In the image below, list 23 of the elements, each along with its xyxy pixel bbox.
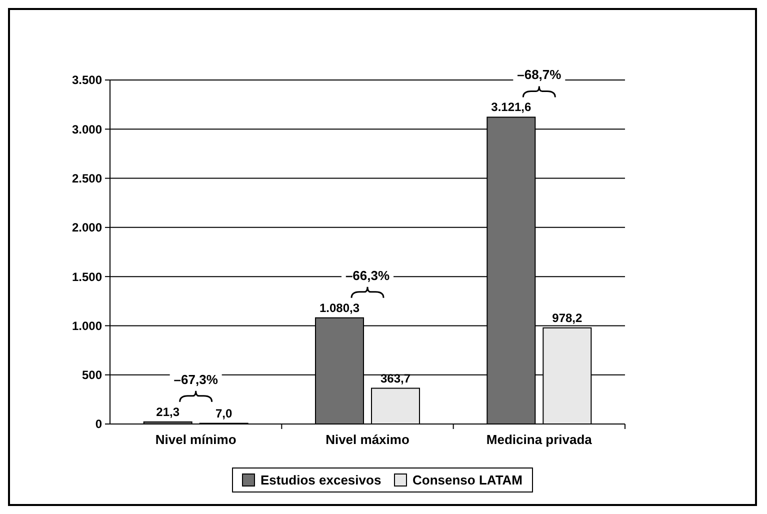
y-tick-label: 3.500 (72, 73, 102, 88)
legend-label: Estudios excesivos (260, 472, 382, 488)
legend-label: Consenso LATAM (412, 472, 523, 488)
data-label: 21,3 (156, 404, 180, 419)
annotation: –67,3% (174, 372, 218, 387)
annotation: –66,3% (345, 268, 390, 283)
annotation: –68,7% (517, 67, 562, 82)
y-tick-label: 1.500 (72, 270, 102, 284)
data-label: 7,0 (215, 406, 232, 420)
x-tick-label: Nivel máximo (326, 432, 410, 447)
y-tick-label: 1.000 (72, 318, 102, 333)
bar (143, 421, 192, 424)
data-label: 3.121,6 (491, 100, 532, 114)
bar (371, 388, 420, 424)
y-tick-label: 0 (95, 417, 102, 432)
y-tick-label: 500 (82, 368, 102, 382)
y-tick-label: 2.500 (72, 171, 102, 186)
data-label: 1.080,3 (319, 300, 360, 315)
data-label: 978,2 (552, 310, 583, 325)
x-tick-label: Medicina privada (486, 432, 593, 447)
y-tick-label: 3.000 (72, 122, 102, 136)
y-tick-label: 2.000 (72, 220, 102, 235)
x-tick-label: Nivel mínimo (155, 432, 236, 447)
